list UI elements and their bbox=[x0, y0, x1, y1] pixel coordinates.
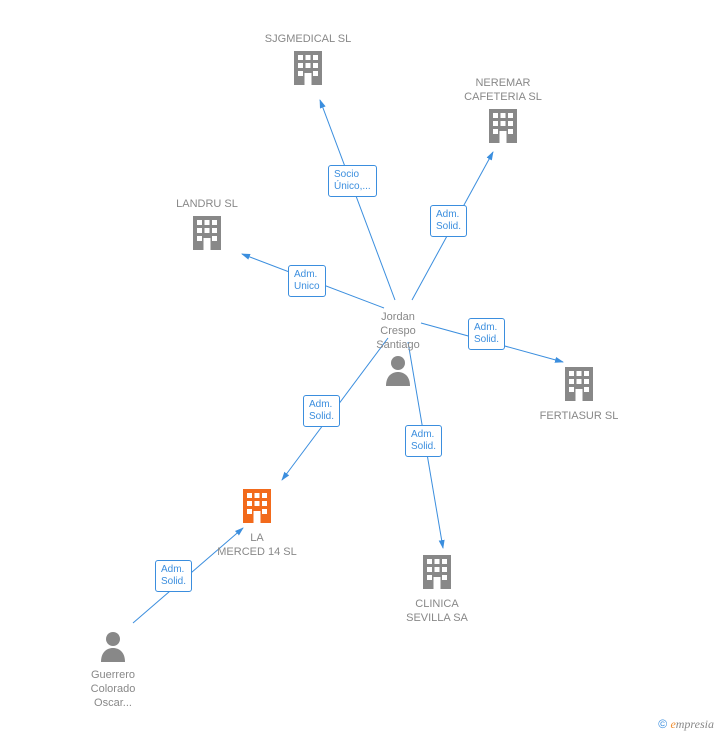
copyright-symbol: © bbox=[658, 717, 667, 731]
building-icon bbox=[240, 512, 274, 529]
building-icon bbox=[291, 74, 325, 91]
node-label: LANDRU SL bbox=[176, 198, 238, 212]
node-jordan[interactable]: Jordan Crespo Santiago bbox=[376, 311, 419, 391]
node-clinica[interactable]: CLINICA SEVILLA SA bbox=[406, 553, 468, 626]
credit: © empresia bbox=[658, 717, 714, 732]
edge-label[interactable]: Adm. Solid. bbox=[405, 425, 442, 457]
building-icon bbox=[486, 132, 520, 149]
node-label: Guerrero Colorado Oscar... bbox=[91, 669, 136, 710]
node-sjgmedical[interactable]: SJGMEDICAL SL bbox=[265, 33, 351, 92]
edge-label[interactable]: Adm. Solid. bbox=[303, 395, 340, 427]
node-guerrero[interactable]: Guerrero Colorado Oscar... bbox=[91, 630, 136, 710]
node-neremar[interactable]: NEREMAR CAFETERIA SL bbox=[464, 77, 542, 150]
building-icon bbox=[420, 578, 454, 595]
edge-line bbox=[320, 100, 395, 300]
node-label: Jordan Crespo Santiago bbox=[376, 311, 419, 352]
node-label: CLINICA SEVILLA SA bbox=[406, 598, 468, 626]
node-label: NEREMAR CAFETERIA SL bbox=[464, 77, 542, 105]
diagram-canvas: Jordan Crespo Santiago Guerrero Colorado… bbox=[0, 0, 728, 740]
building-icon bbox=[562, 390, 596, 407]
node-label: SJGMEDICAL SL bbox=[265, 33, 351, 47]
edges-layer bbox=[0, 0, 728, 740]
brand: empresia bbox=[670, 717, 714, 731]
edge-label[interactable]: Socio Único,... bbox=[328, 165, 377, 197]
node-fertiasur[interactable]: FERTIASUR SL bbox=[540, 365, 619, 424]
node-label: LA MERCED 14 SL bbox=[217, 532, 296, 560]
node-lamerced[interactable]: LA MERCED 14 SL bbox=[217, 487, 296, 560]
building-icon bbox=[190, 239, 224, 256]
node-landru[interactable]: LANDRU SL bbox=[176, 198, 238, 257]
edge-label[interactable]: Adm. Unico bbox=[288, 265, 326, 297]
person-icon bbox=[98, 649, 128, 666]
edge-label[interactable]: Adm. Solid. bbox=[430, 205, 467, 237]
edge-label[interactable]: Adm. Solid. bbox=[468, 318, 505, 350]
edge-label[interactable]: Adm. Solid. bbox=[155, 560, 192, 592]
person-icon bbox=[383, 373, 413, 390]
node-label: FERTIASUR SL bbox=[540, 410, 619, 424]
